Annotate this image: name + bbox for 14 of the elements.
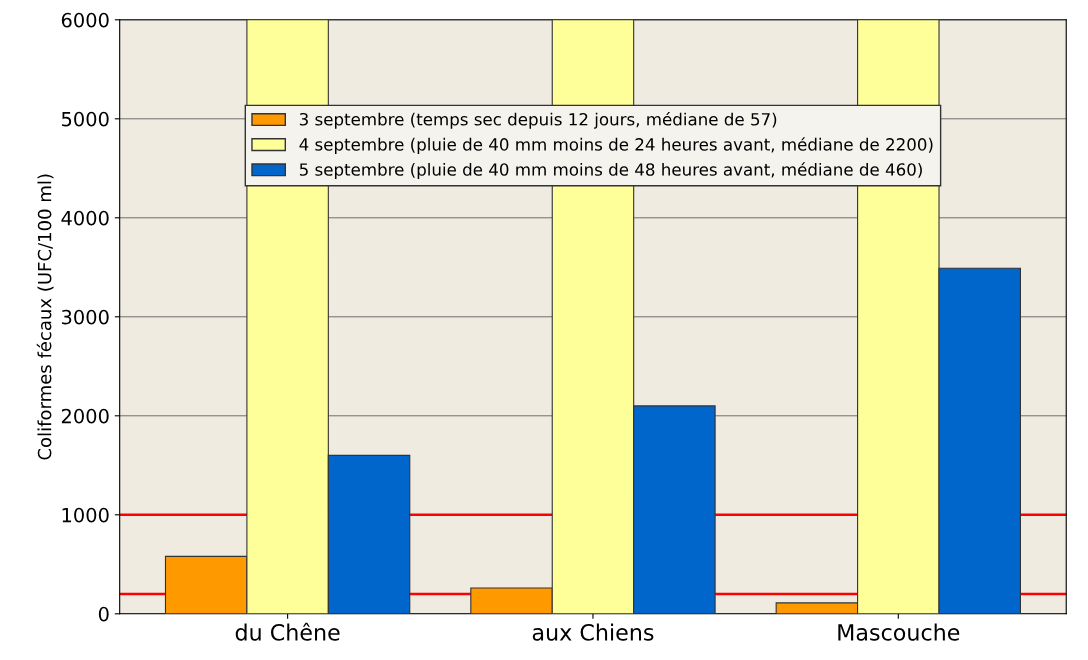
y-tick-label: 3000	[61, 309, 109, 325]
y-tick-label: 5000	[61, 111, 109, 127]
legend-label: 5 septembre (pluie de 40 mm moins de 48 heures avant, médiane de 460)	[299, 162, 922, 180]
y-tick-label: 0	[98, 606, 109, 622]
x-tick-label: aux Chiens	[532, 623, 654, 641]
legend-label: 3 septembre (temps sec depuis 12 jours, médiane de 57)	[299, 112, 777, 129]
legend-label: 4 septembre (pluie de 40 mm moins de 24 heures avant, médiane de 2200)	[299, 137, 933, 154]
y-tick-label: 6000	[61, 12, 109, 28]
x-tick-label: Mascouche	[838, 623, 960, 641]
y-axis-title: Coliformes fécaux (UFC/100 ml)	[36, 174, 54, 460]
y-tick-label: 1000	[62, 507, 109, 523]
x-tick-label: du Chêne	[235, 622, 340, 641]
y-tick-label: 2000	[61, 408, 109, 424]
y-tick-label: 4000	[61, 210, 109, 226]
